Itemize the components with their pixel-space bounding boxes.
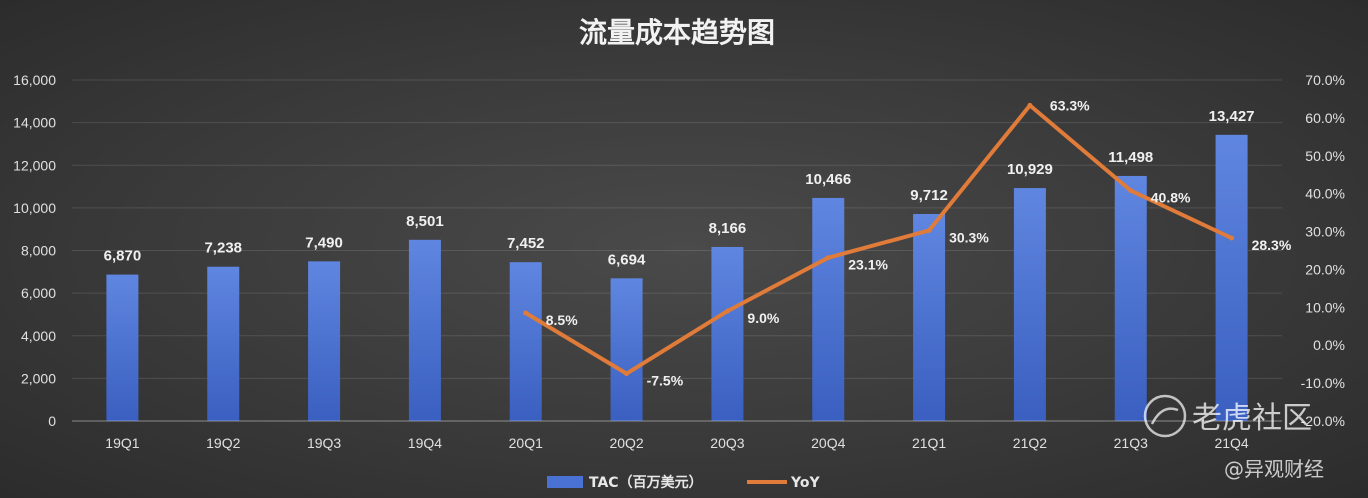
bar-data-label: 7,238: [204, 240, 242, 257]
x-tick-label: 19Q4: [408, 435, 442, 451]
yoy-point: [926, 227, 932, 233]
yoy-point: [825, 255, 831, 261]
chart-title: 流量成本趋势图: [579, 16, 775, 49]
y-right-tick-label: 10.0%: [1305, 299, 1345, 315]
legend-label-tac: TAC（百万美元）: [589, 474, 703, 491]
watermark-brand: 老虎社区: [1192, 401, 1312, 436]
y-right-tick-label: 30.0%: [1305, 224, 1345, 240]
bar-data-label: 10,466: [805, 171, 851, 188]
y-right-tick-label: 60.0%: [1305, 110, 1345, 126]
x-tick-label: 21Q1: [912, 435, 946, 451]
legend: TAC（百万美元） YoY: [547, 474, 820, 491]
y-right-tick-label: 20.0%: [1305, 261, 1345, 277]
bar: [913, 214, 946, 421]
yoy-point: [624, 371, 630, 377]
y-right-tick-label: 70.0%: [1305, 72, 1345, 88]
bar-data-label: 9,712: [910, 187, 948, 204]
y-right-tick-label: -20.0%: [1301, 413, 1345, 429]
bar-data-label: 7,490: [305, 234, 343, 251]
y-left-tick-label: 16,000: [13, 72, 56, 88]
y-left-tick-label: 10,000: [13, 200, 56, 216]
y-right-tick-label: 0.0%: [1313, 337, 1345, 353]
x-tick-label: 21Q4: [1214, 435, 1248, 451]
bar: [106, 274, 139, 421]
gridlines: [72, 79, 1282, 422]
y-left-tick-label: 4,000: [21, 328, 56, 344]
bar: [711, 246, 744, 421]
y-left-tick-label: 0: [48, 413, 56, 429]
yoy-data-label: 30.3%: [949, 229, 989, 245]
bar: [1215, 134, 1248, 421]
x-tick-label: 21Q2: [1013, 435, 1047, 451]
bar-data-label: 7,452: [507, 235, 545, 252]
x-tick-label: 19Q1: [105, 435, 139, 451]
yoy-data-label: 40.8%: [1151, 190, 1191, 206]
yoy-line: [523, 103, 1234, 376]
y-axis-right: -20.0% -10.0% 0.0% 10.0% 20.0% 30.0% 40.0% 50.0…: [1301, 72, 1345, 429]
legend-label-yoy: YoY: [790, 475, 820, 491]
yoy-data-label: 28.3%: [1252, 237, 1292, 253]
x-tick-label: 19Q2: [206, 435, 240, 451]
bar-data-label: 10,929: [1007, 161, 1053, 178]
bar-data-label: 6,694: [608, 251, 646, 268]
yoy-data-label: 23.1%: [848, 257, 888, 273]
x-tick-label: 20Q3: [710, 435, 744, 451]
legend-swatch-tac: [547, 476, 583, 488]
x-tick-label: 21Q3: [1114, 435, 1148, 451]
bar: [207, 266, 240, 421]
y-right-tick-label: 40.0%: [1305, 186, 1345, 202]
bar-data-label: 6,870: [104, 248, 142, 265]
x-tick-label: 20Q2: [609, 435, 643, 451]
y-left-tick-label: 8,000: [21, 243, 56, 259]
watermark-credit: @异观财经: [1224, 457, 1324, 481]
bar-data-label: 13,427: [1209, 108, 1255, 125]
yoy-point: [724, 308, 730, 314]
yoy-point: [1229, 235, 1235, 241]
y-left-tick-label: 14,000: [13, 115, 56, 131]
bar: [509, 262, 542, 421]
bar: [610, 278, 643, 421]
bar: [408, 239, 441, 421]
line-series-yoy: 8.5% -7.5% 9.0% 23.1% 30.3% 63.3% 40.8% 28.3%: [523, 97, 1292, 389]
y-left-tick-label: 12,000: [13, 157, 56, 173]
x-axis: 19Q1 19Q2 19Q3 19Q4 20Q1 20Q2 20Q3 20Q4 21Q1 21Q2…: [72, 420, 1282, 451]
x-tick-label: 20Q4: [811, 435, 845, 451]
bar-series-tac: 6,870 7,238 7,490 8,501 7,452 6,694 8,166 10,46…: [104, 108, 1255, 421]
yoy-point: [1128, 188, 1134, 194]
bar: [308, 261, 341, 421]
y-axis-left: 0 2,000 4,000 6,000 8,000 10,000 12,000 14,000 1…: [13, 72, 56, 429]
tiger-logo-icon: [1143, 394, 1187, 438]
y-right-tick-label: 50.0%: [1305, 148, 1345, 164]
x-tick-label: 20Q1: [509, 435, 543, 451]
bar: [812, 197, 845, 421]
watermark: 老虎社区 @异观财经: [1143, 394, 1324, 481]
yoy-point: [523, 310, 529, 316]
y-left-tick-label: 6,000: [21, 285, 56, 301]
yoy-point: [1027, 102, 1033, 108]
bar-data-label: 8,501: [406, 213, 444, 230]
yoy-data-label: 63.3%: [1050, 97, 1090, 113]
bar: [1114, 175, 1147, 421]
yoy-data-label: 8.5%: [546, 312, 578, 328]
x-tick-label: 19Q3: [307, 435, 341, 451]
y-right-tick-label: -10.0%: [1301, 375, 1345, 391]
bar: [1013, 188, 1046, 421]
yoy-data-label: -7.5%: [647, 373, 684, 389]
y-left-tick-label: 2,000: [21, 370, 56, 386]
yoy-data-label: 9.0%: [747, 310, 779, 326]
bar-data-label: 8,166: [709, 220, 747, 237]
bar-data-label: 11,498: [1108, 149, 1153, 166]
